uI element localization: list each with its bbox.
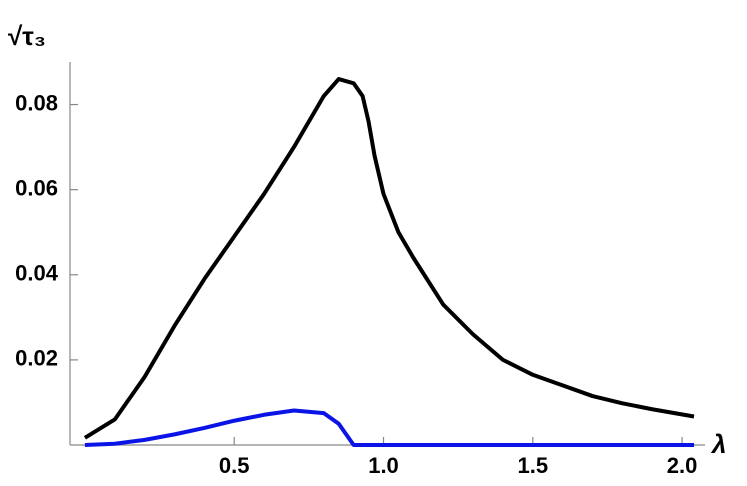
x-tick-label: 1.0	[368, 453, 399, 478]
series-line	[84, 408, 695, 447]
x-tick-label: 1.5	[517, 453, 548, 478]
y-tick-label: 0.04	[15, 261, 59, 286]
x-tick-label: 2.0	[667, 453, 698, 478]
x-tick-label: 0.5	[219, 453, 250, 478]
x-axis-label: λ	[710, 429, 726, 459]
series-line	[83, 77, 695, 440]
y-axis-label: √τ₃	[8, 21, 46, 51]
y-tick-label: 0.06	[15, 175, 58, 200]
y-tick-label: 0.02	[15, 346, 58, 371]
y-tick-label: 0.08	[15, 90, 58, 115]
